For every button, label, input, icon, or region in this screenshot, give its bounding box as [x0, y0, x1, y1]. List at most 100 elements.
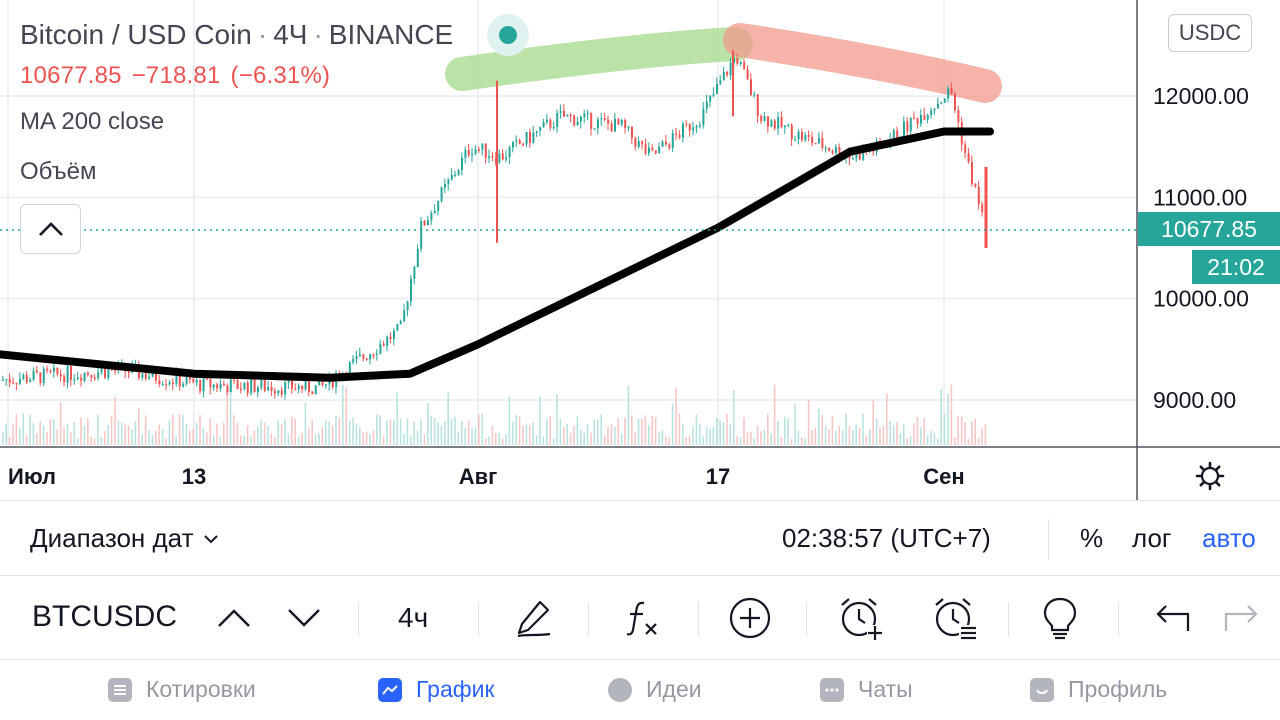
volume-bar — [389, 419, 392, 445]
undo-button[interactable] — [1148, 594, 1196, 642]
volume-bar — [440, 425, 443, 445]
candle-body — [144, 373, 147, 379]
lightbulb-icon — [1043, 597, 1077, 640]
price-chart[interactable]: 12000.00 11000.00 10000.00 9000.00 Июл 13 Авг 1… — [0, 0, 1280, 500]
candle-body — [614, 118, 616, 132]
nav-profile[interactable]: Профиль — [1030, 676, 1167, 703]
nav-quotes[interactable]: Котировки — [108, 676, 256, 703]
volume-bar — [916, 417, 919, 445]
volume-bar — [127, 425, 130, 445]
volume-bar — [869, 429, 871, 445]
compare-add-button[interactable] — [726, 594, 774, 642]
volume-bar — [365, 431, 368, 445]
previous-symbol-button[interactable] — [210, 594, 258, 642]
volume-bar — [73, 421, 75, 445]
volume-bar — [801, 437, 803, 445]
volume-bar — [926, 435, 929, 445]
percent-scale-button[interactable]: % — [1080, 523, 1104, 553]
candle-body — [484, 143, 487, 158]
candle-body — [393, 330, 395, 340]
volume-bar — [491, 426, 494, 445]
auto-scale-button[interactable]: авто — [1202, 523, 1256, 553]
symbol-title[interactable]: Bitcoin / USD Coin · 4Ч · BINANCE — [20, 14, 530, 56]
candle-body — [923, 114, 926, 120]
next-symbol-button[interactable] — [280, 594, 328, 642]
add-alert-button[interactable] — [836, 594, 884, 642]
candle-body — [155, 369, 157, 381]
currency-badge[interactable]: USDC — [1168, 14, 1252, 52]
bottom-navigation: Котировки График Идеи Чаты Профиль — [0, 660, 1280, 720]
candle-body — [478, 149, 480, 151]
candle-body — [229, 379, 232, 393]
chevron-down-icon — [288, 609, 320, 627]
volume-bar — [665, 436, 667, 445]
volume-bar — [396, 392, 398, 445]
candle-body — [348, 362, 351, 378]
candle-body — [620, 120, 623, 125]
indicator-ma-label[interactable]: MA 200 close — [20, 108, 165, 135]
candle-body — [773, 120, 776, 129]
chart-settings-button[interactable] — [1190, 456, 1230, 496]
volume-bar — [804, 438, 806, 445]
volume-bar — [416, 430, 419, 445]
collapse-legend-button[interactable] — [20, 204, 81, 254]
redo-button[interactable] — [1218, 594, 1266, 642]
drawing-tools-button[interactable] — [510, 594, 558, 642]
candle-body — [185, 377, 188, 384]
candle-body — [750, 79, 752, 95]
date-range-bar: Диапазон дат 02:38:57 (UTC+7) % лог авто — [0, 500, 1280, 576]
candle-body — [257, 387, 259, 392]
volume-bar — [277, 420, 279, 445]
candle-body — [403, 310, 406, 322]
nav-chart[interactable]: График — [378, 676, 495, 703]
candle-body — [447, 179, 450, 184]
candle-body — [739, 62, 742, 64]
candle-body — [83, 372, 86, 381]
candle-body — [161, 383, 164, 386]
indicators-button[interactable] — [618, 594, 666, 642]
candle-body — [671, 133, 674, 149]
volume-bar — [335, 415, 337, 445]
log-scale-button[interactable]: лог — [1132, 523, 1172, 553]
chart-area[interactable]: 12000.00 11000.00 10000.00 9000.00 Июл 13 Авг 1… — [0, 0, 1280, 500]
indicator-volume-label[interactable]: Объём — [20, 158, 97, 185]
candle-body — [56, 367, 59, 375]
candle-body — [450, 174, 453, 180]
ideas-publish-button[interactable] — [1036, 594, 1084, 642]
chart-toolbar: BTCUSDC 4ч — [0, 576, 1280, 660]
date-range-button[interactable]: Диапазон дат — [30, 523, 219, 554]
volume-bar — [8, 437, 11, 445]
volume-bar — [263, 423, 266, 445]
candle-body — [216, 384, 219, 389]
candle-body — [192, 379, 195, 383]
volume-bar — [699, 424, 701, 445]
volume-bar — [947, 393, 949, 445]
volume-bar — [49, 419, 52, 445]
volume-bar — [63, 427, 65, 445]
symbol-button[interactable]: BTCUSDC — [32, 600, 178, 633]
alerts-list-button[interactable] — [930, 594, 978, 642]
interval-button[interactable]: 4ч — [398, 602, 429, 633]
volume-bar — [722, 422, 725, 445]
nav-ideas[interactable]: Идеи — [608, 676, 702, 703]
volume-bar — [644, 415, 647, 445]
candle-body — [590, 112, 593, 129]
volume-bar — [512, 421, 514, 445]
volume-bar — [964, 422, 966, 445]
clock-timezone[interactable]: 02:38:57 (UTC+7) — [782, 523, 991, 553]
candle-body — [818, 137, 820, 144]
candle-body — [522, 143, 525, 145]
volume-bar — [981, 428, 983, 445]
candle-body — [437, 201, 440, 212]
candle-body — [709, 95, 712, 102]
candle-body — [70, 366, 72, 380]
volume-bar — [716, 418, 718, 445]
volume-bar — [583, 432, 585, 445]
candle-body — [756, 94, 759, 116]
volume-bar — [311, 419, 313, 445]
candle-body — [199, 380, 202, 392]
candle-body — [314, 385, 317, 395]
plus-circle-icon — [729, 597, 771, 639]
candle-body — [175, 372, 178, 384]
nav-chats[interactable]: Чаты — [820, 676, 913, 703]
